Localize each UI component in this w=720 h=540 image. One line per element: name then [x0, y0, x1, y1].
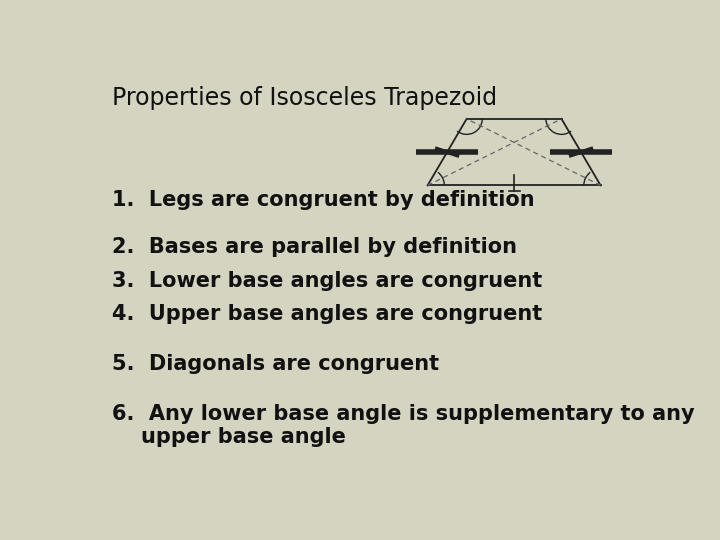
- Text: 6.  Any lower base angle is supplementary to any
    upper base angle: 6. Any lower base angle is supplementary…: [112, 404, 695, 447]
- Text: 1.  Legs are congruent by definition: 1. Legs are congruent by definition: [112, 190, 535, 210]
- Text: 2.  Bases are parallel by definition: 2. Bases are parallel by definition: [112, 238, 517, 258]
- Text: 5.  Diagonals are congruent: 5. Diagonals are congruent: [112, 354, 439, 374]
- Text: 4.  Upper base angles are congruent: 4. Upper base angles are congruent: [112, 304, 543, 324]
- Text: 3.  Lower base angles are congruent: 3. Lower base angles are congruent: [112, 271, 543, 291]
- Text: Properties of Isosceles Trapezoid: Properties of Isosceles Trapezoid: [112, 85, 498, 110]
